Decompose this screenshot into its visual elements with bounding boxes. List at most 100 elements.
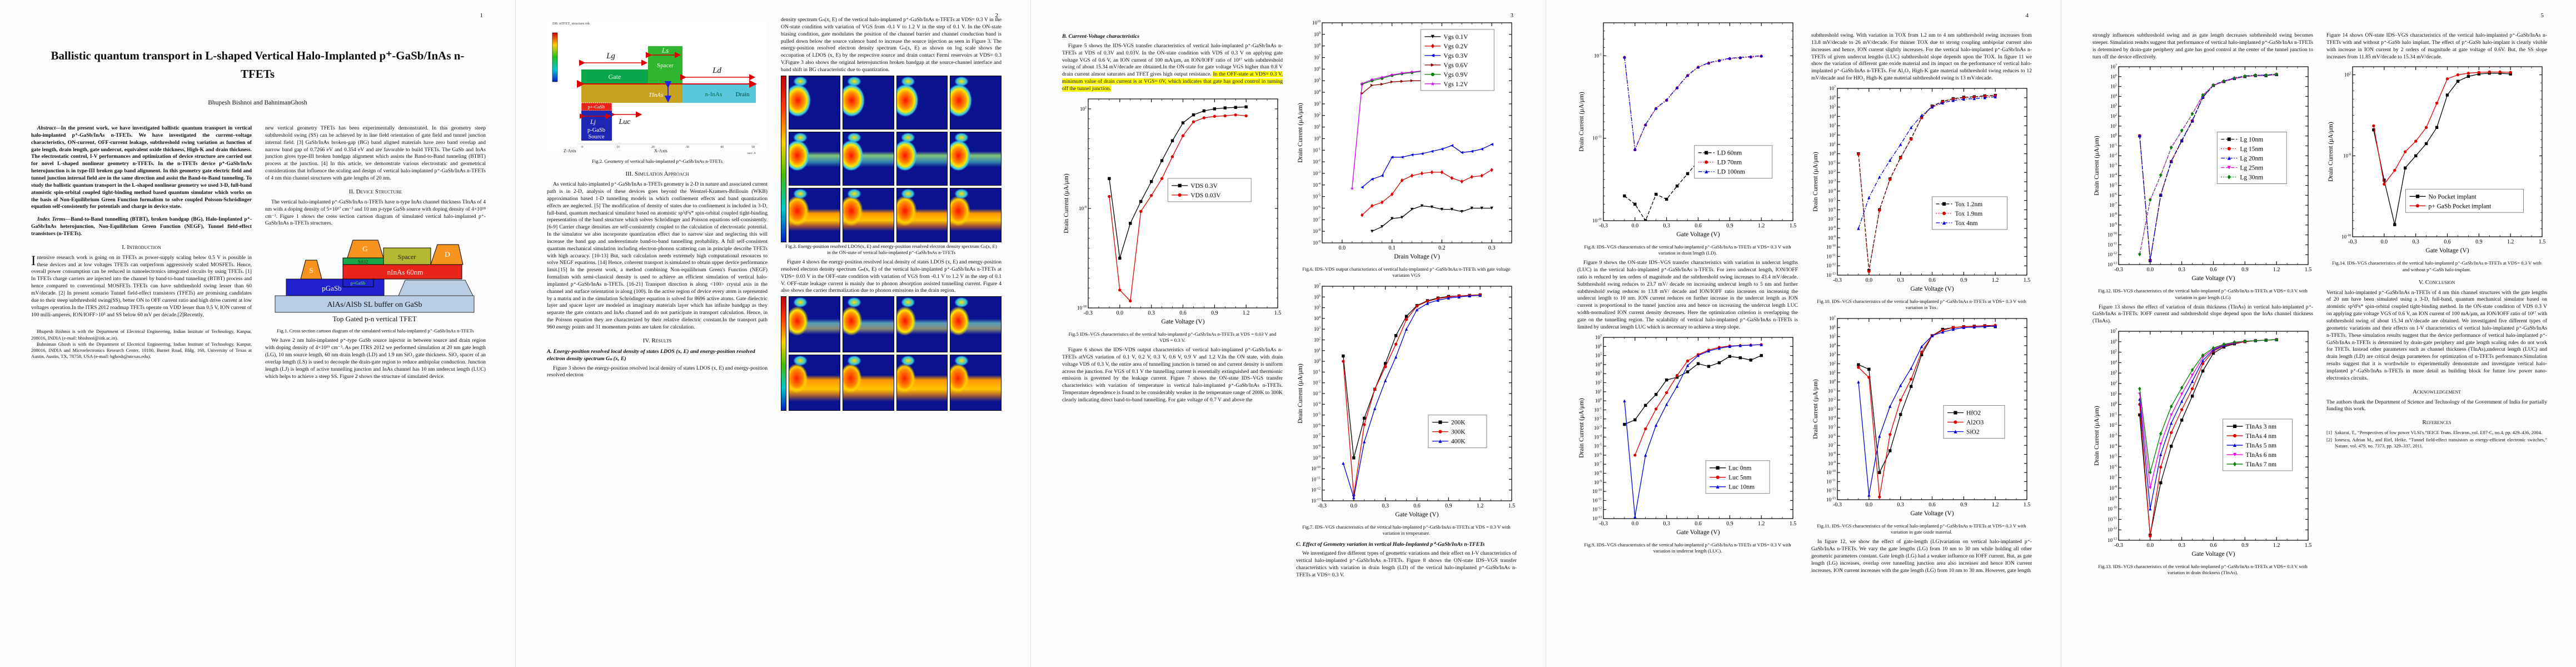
svg-text:103: 103 — [2110, 104, 2117, 109]
svg-text:0.9: 0.9 — [2475, 239, 2483, 245]
svg-text:10-12: 10-12 — [2107, 252, 2117, 258]
svg-text:-0.3: -0.3 — [1084, 310, 1093, 316]
figure-1: AlAs/AlSb SL buffer on GaSb pGaSb S nInA… — [265, 229, 486, 334]
svg-text:0.3: 0.3 — [1663, 223, 1670, 229]
svg-text:0.0: 0.0 — [2147, 267, 2154, 273]
svg-text:0.0: 0.0 — [1351, 503, 1358, 509]
svg-text:Drain Current (μA/μm): Drain Current (μA/μm) — [1578, 92, 1585, 152]
page1-right-column: new vertical geometry TFETs has been exp… — [265, 125, 486, 382]
subsection-heading-c: C. Effect of Geometry variation in verti… — [1296, 541, 1485, 547]
page1-left-column: Abstract—In the present work, we have in… — [31, 125, 252, 382]
svg-text:0.3: 0.3 — [1897, 502, 1904, 508]
svg-text:10-12: 10-12 — [1592, 506, 1602, 512]
svg-text:Gate Voltage (V): Gate Voltage (V) — [1910, 510, 1954, 517]
svg-text:101: 101 — [1829, 370, 1836, 376]
svg-text:10-11: 10-11 — [1826, 253, 1836, 259]
svg-text:103: 103 — [1314, 326, 1321, 332]
svg-text:10-6: 10-6 — [2109, 193, 2117, 198]
svg-text:10-18: 10-18 — [1077, 305, 1087, 311]
paragraph: density spectrum Gₙ(x, E) of the vertica… — [781, 17, 1001, 73]
paragraph: Figure 3 shows the energy-position resol… — [547, 365, 768, 379]
svg-text:10-5: 10-5 — [1313, 194, 1321, 200]
svg-text:10-7: 10-7 — [1313, 434, 1321, 439]
svg-text:Drain: Drain — [735, 91, 750, 98]
section-heading-conclusion: V. Conclusion — [2418, 278, 2455, 286]
svg-text:G: G — [362, 245, 367, 253]
svg-text:Gate Voltage (V): Gate Voltage (V) — [2191, 551, 2235, 558]
svg-text:10-3: 10-3 — [1313, 171, 1321, 176]
svg-text:AlAs/AlSb SL buffer on GaSb: AlAs/AlSb SL buffer on GaSb — [327, 301, 422, 309]
svg-text:10-4: 10-4 — [1313, 402, 1321, 407]
footnote: Bhupesh Bishnoi is with the Department o… — [31, 328, 252, 341]
svg-text:VDS 0.03V: VDS 0.03V — [1190, 192, 1221, 199]
heatmap-panel — [950, 296, 1001, 353]
svg-text:104: 104 — [2110, 360, 2117, 366]
svg-text:0.0: 0.0 — [1632, 223, 1639, 229]
heatmap-panel — [842, 355, 894, 411]
svg-text:106: 106 — [1595, 344, 1602, 349]
svg-text:Gate Voltage (V): Gate Voltage (V) — [2425, 247, 2469, 254]
svg-text:10-6: 10-6 — [1313, 205, 1321, 211]
svg-text:105: 105 — [1314, 78, 1321, 83]
svg-text:1.2: 1.2 — [1992, 277, 1999, 283]
page-3: 3 B. Current-Voltage characteristics Fig… — [1030, 0, 1546, 667]
svg-text:0.0: 0.0 — [1117, 310, 1124, 316]
paragraph: Figure 6 shows the IDS–VDS output charac… — [1062, 347, 1283, 403]
svg-text:Tox 4nm: Tox 4nm — [1955, 220, 1978, 227]
svg-text:Gate Voltage (V): Gate Voltage (V) — [1395, 511, 1438, 518]
svg-text:Drain Current (μA/μm): Drain Current (μA/μm) — [1297, 103, 1304, 163]
paragraph: Figure 14 shows ON-state IDS–VGS charact… — [2326, 32, 2547, 60]
svg-text:105: 105 — [2110, 350, 2117, 355]
svg-text:DB: nTFET_structure.vtk: DB: nTFET_structure.vtk — [552, 22, 590, 26]
svg-text:Tox 1.9nm: Tox 1.9nm — [1955, 211, 1983, 217]
svg-text:10-9: 10-9 — [1594, 479, 1602, 485]
heatmap-panel — [950, 355, 1001, 411]
figure-5: -0.3 0.0 0.3 0.6 0.9 1.2 1.5 10-18 10-8 102 Gate V… — [1062, 94, 1283, 344]
svg-text:0.6: 0.6 — [1695, 223, 1702, 229]
svg-text:10-6: 10-6 — [1313, 423, 1321, 429]
svg-text:10-2: 10-2 — [2109, 153, 2117, 159]
figure-3: Fig.3. Energy-position resolved LDOS(x, … — [781, 75, 1001, 256]
footnotes: Bhupesh Bishnoi is with the Department o… — [31, 328, 252, 360]
svg-text:10-13: 10-13 — [2107, 537, 2117, 543]
svg-text:0.9: 0.9 — [1445, 503, 1452, 509]
reference-item: [2] Ionescu, Adrian M., and Riel, Heike, … — [2326, 437, 2547, 449]
svg-text:TInAs: TInAs — [649, 92, 663, 98]
figure-13: -0.3 0.0 0.3 0.6 0.9 1.2 1.5 10-13 10-12 10-11 10-… — [2092, 327, 2313, 576]
paragraph: We have 2 nm halo-implanted p⁺-type GaSb… — [265, 337, 486, 380]
svg-text:1.2: 1.2 — [2273, 542, 2280, 549]
svg-text:Luc: Luc — [619, 118, 631, 126]
svg-text:10-10: 10-10 — [1826, 245, 1836, 250]
svg-text:102: 102 — [1829, 361, 1836, 367]
paper-authors: Bhupesh Bishnoi and BahnimanGhosh — [208, 99, 307, 107]
svg-text:10-9: 10-9 — [1313, 455, 1321, 461]
svg-text:0.6: 0.6 — [1929, 277, 1936, 283]
svg-text:0.3: 0.3 — [1382, 503, 1389, 509]
svg-text:10-4: 10-4 — [1594, 434, 1602, 440]
svg-text:0.3: 0.3 — [1148, 310, 1155, 316]
svg-text:105: 105 — [1829, 104, 1836, 110]
svg-text:100: 100 — [1829, 379, 1836, 385]
svg-text:100: 100 — [1314, 359, 1321, 364]
heatmap-panel — [950, 75, 1001, 130]
svg-text:p+-GaSb: p+-GaSb — [588, 104, 605, 109]
ldos-heatmap-grid-on-state — [781, 75, 1001, 242]
heatmap-panel — [842, 188, 894, 242]
svg-text:No Pocket implant: No Pocket implant — [2428, 194, 2477, 201]
svg-text:200K: 200K — [1451, 420, 1466, 426]
page-number: 5 — [2540, 12, 2544, 19]
svg-text:102: 102 — [2110, 113, 2117, 119]
svg-text:0.9: 0.9 — [1211, 310, 1218, 316]
svg-text:10-6: 10-6 — [1828, 434, 1836, 439]
abstract-label: Abstract— — [37, 125, 61, 132]
figure-9-caption: Fig.9. IDS–VGS characteristics of the ve… — [1584, 541, 1791, 554]
svg-text:10-1: 10-1 — [1828, 389, 1836, 394]
heatmap-panel — [789, 75, 840, 130]
svg-text:0.6: 0.6 — [1929, 502, 1936, 508]
svg-text:0.0: 0.0 — [1339, 245, 1346, 251]
transfer-characteristics-chart: -0.3 0.0 0.3 0.6 0.9 1.2 1.5 10-18 10-8 102 Gate V… — [1063, 98, 1281, 325]
heatmap-panel — [896, 188, 948, 242]
svg-text:100: 100 — [2110, 402, 2117, 407]
svg-text:1.2: 1.2 — [1477, 503, 1484, 509]
svg-text:10-11: 10-11 — [2107, 517, 2117, 522]
